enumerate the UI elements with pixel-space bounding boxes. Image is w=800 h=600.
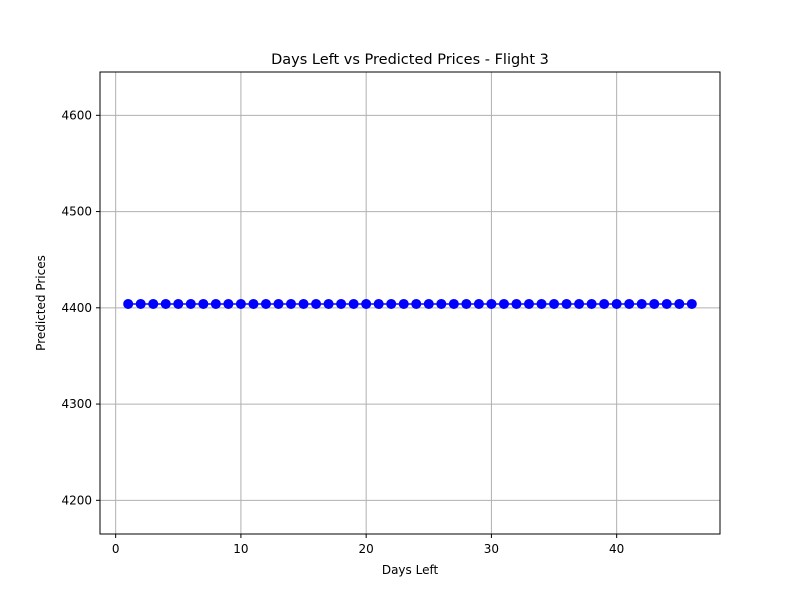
data-point-marker: [398, 298, 409, 309]
data-point-marker: [298, 298, 309, 309]
data-point-marker: [123, 298, 134, 309]
data-point-marker: [373, 298, 384, 309]
data-point-marker: [511, 298, 522, 309]
data-point-marker: [411, 298, 422, 309]
data-point-marker: [348, 298, 359, 309]
data-point-marker: [185, 298, 196, 309]
data-point-marker: [423, 298, 434, 309]
data-point-marker: [586, 298, 597, 309]
data-point-marker: [135, 298, 146, 309]
y-tick-label: 4500: [61, 205, 92, 219]
data-point-marker: [210, 298, 221, 309]
data-point-marker: [148, 298, 159, 309]
data-point-marker: [536, 298, 547, 309]
data-point-marker: [661, 298, 672, 309]
data-point-marker: [248, 298, 259, 309]
data-point-marker: [235, 298, 246, 309]
data-point-marker: [473, 298, 484, 309]
x-tick-label: 30: [484, 542, 499, 556]
data-point-marker: [636, 298, 647, 309]
data-point-marker: [311, 298, 322, 309]
data-point-marker: [674, 298, 685, 309]
data-point-marker: [549, 298, 560, 309]
y-tick-label: 4200: [61, 493, 92, 507]
x-axis-label: Days Left: [382, 563, 439, 577]
data-point-marker: [336, 298, 347, 309]
data-point-marker: [486, 298, 497, 309]
data-point-marker: [361, 298, 372, 309]
data-point-marker: [611, 298, 622, 309]
data-point-marker: [386, 298, 397, 309]
plot-frame: [99, 71, 721, 535]
data-point-marker: [198, 298, 209, 309]
data-point-marker: [461, 298, 472, 309]
data-point-marker: [260, 298, 271, 309]
data-point-marker: [624, 298, 635, 309]
data-point-marker: [273, 298, 284, 309]
chart-title: Days Left vs Predicted Prices - Flight 3: [271, 52, 549, 68]
data-point-marker: [498, 298, 509, 309]
data-series: [123, 298, 697, 309]
data-point-marker: [160, 298, 171, 309]
data-point-marker: [523, 298, 534, 309]
data-point-marker: [223, 298, 234, 309]
data-point-marker: [599, 298, 610, 309]
data-point-marker: [649, 298, 660, 309]
y-axis-label: Predicted Prices: [34, 255, 48, 351]
data-point-marker: [173, 298, 184, 309]
y-tick-label: 4400: [61, 301, 92, 315]
data-point-marker: [436, 298, 447, 309]
axis-ticks: 0 10 20 30 40 4200 4300 4400 4500 4600: [61, 108, 624, 556]
data-point-marker: [448, 298, 459, 309]
x-tick-label: 40: [609, 542, 624, 556]
x-tick-label: 20: [359, 542, 374, 556]
x-tick-label: 10: [233, 542, 248, 556]
data-point-marker: [286, 298, 297, 309]
data-point-marker: [574, 298, 585, 309]
data-point-marker: [686, 298, 697, 309]
data-point-marker: [323, 298, 334, 309]
y-tick-label: 4300: [61, 397, 92, 411]
x-tick-label: 0: [112, 542, 120, 556]
y-tick-label: 4600: [61, 108, 92, 122]
data-point-marker: [561, 298, 572, 309]
